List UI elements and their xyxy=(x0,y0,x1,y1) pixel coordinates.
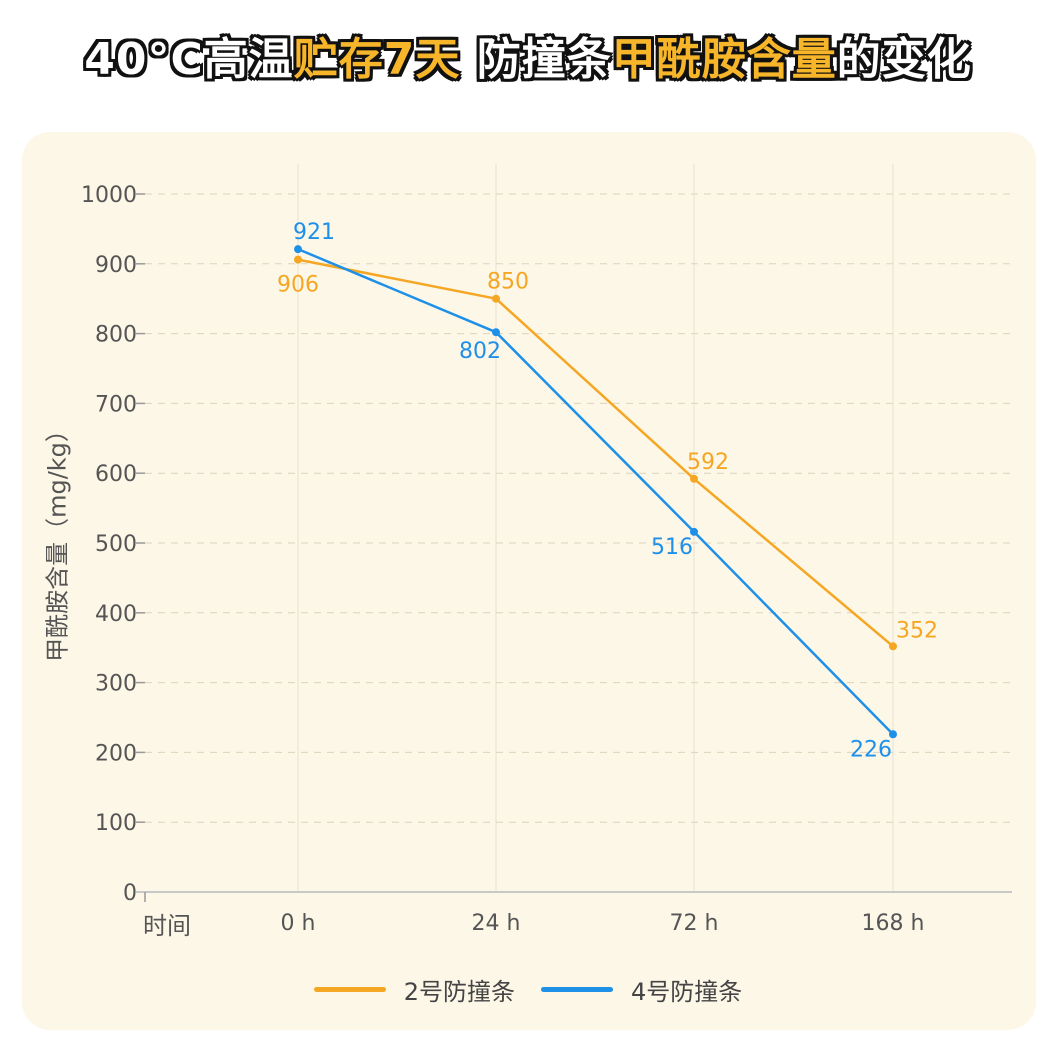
title-part-0: 40°C高温 xyxy=(84,34,294,85)
data-point xyxy=(690,474,698,483)
y-tick-label: 500 xyxy=(95,532,137,557)
legend-label-series-4: 4号防撞条 xyxy=(631,978,743,1006)
data-label: 516 xyxy=(651,535,693,560)
data-label: 906 xyxy=(277,273,319,298)
data-point xyxy=(690,527,698,536)
x-axis-title: 时间 xyxy=(143,912,191,940)
y-tick-label: 1000 xyxy=(81,183,137,208)
x-tick-label: 24 h xyxy=(472,911,521,936)
title-part-4: 的变化 xyxy=(836,34,972,85)
chart-title: 40°C高温贮存7天 防撞条甲酰胺含量的变化 xyxy=(0,38,1056,82)
title-part-1: 贮存7天 xyxy=(293,34,461,85)
y-tick-label: 600 xyxy=(95,462,137,487)
y-tick-label: 0 xyxy=(123,881,137,906)
data-label: 850 xyxy=(487,270,529,295)
data-point xyxy=(492,294,500,303)
legend-label-series-2: 2号防撞条 xyxy=(403,978,515,1006)
y-axis-title: 甲酰胺含量（mg/kg） xyxy=(43,418,72,662)
y-tick-label: 400 xyxy=(95,602,137,627)
y-tick-label: 700 xyxy=(95,392,137,417)
y-tick-label: 800 xyxy=(95,323,137,348)
x-tick-label: 168 h xyxy=(862,911,925,936)
legend-swatch-series-4 xyxy=(541,987,613,992)
data-label: 352 xyxy=(896,618,938,643)
data-point xyxy=(492,328,500,337)
series-line-4 xyxy=(297,247,894,736)
legend-swatch-series-2 xyxy=(313,987,386,992)
data-label: 226 xyxy=(850,737,892,762)
x-tick-label: 0 h xyxy=(281,911,316,936)
data-label: 921 xyxy=(293,220,335,245)
data-point xyxy=(294,245,302,254)
y-tick-label: 900 xyxy=(95,253,137,278)
legend-item-series-2: 2号防撞条 xyxy=(313,972,515,1007)
title-part-2: 防撞条 xyxy=(460,34,612,85)
data-point xyxy=(889,642,897,651)
x-tick-label: 72 h xyxy=(670,911,719,936)
data-label: 802 xyxy=(459,339,501,364)
y-tick-label: 100 xyxy=(95,811,137,836)
y-tick-label: 200 xyxy=(95,741,137,766)
series-line-2 xyxy=(297,258,894,648)
data-point xyxy=(294,255,302,264)
data-point xyxy=(889,730,897,739)
title-part-3: 甲酰胺含量 xyxy=(611,34,837,85)
y-tick-label: 300 xyxy=(95,672,137,697)
data-label: 592 xyxy=(687,450,729,475)
chart-panel xyxy=(22,132,1036,1030)
legend: 2号防撞条 4号防撞条 xyxy=(0,972,1056,1007)
legend-item-series-4: 4号防撞条 xyxy=(541,972,742,1007)
